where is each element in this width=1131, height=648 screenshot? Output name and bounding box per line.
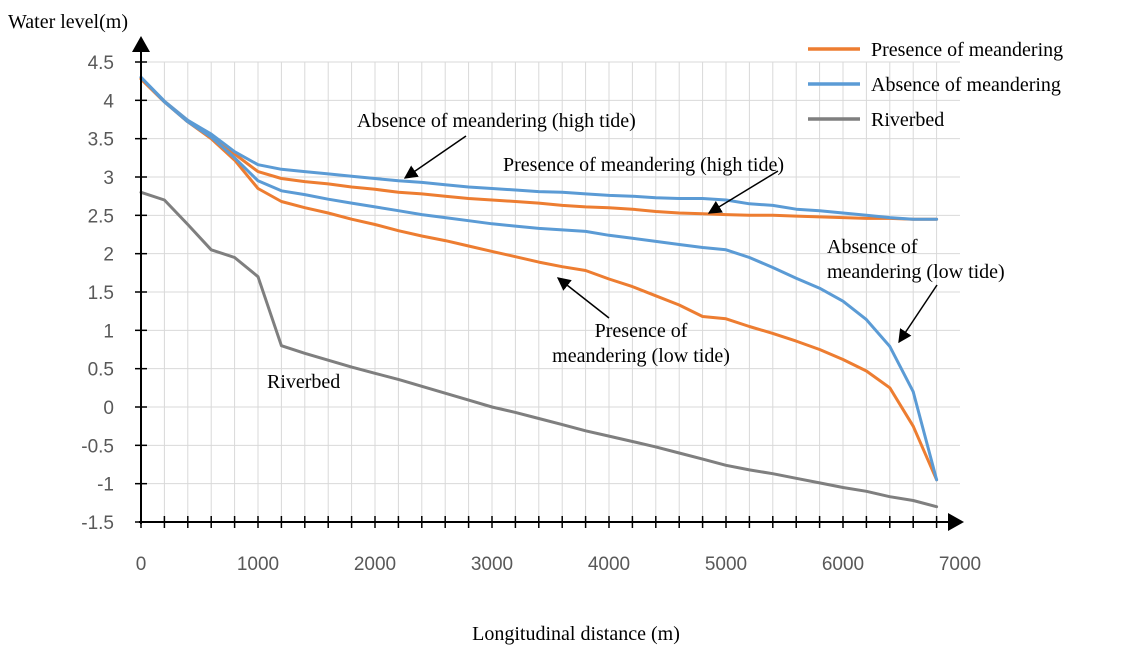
grid xyxy=(141,61,960,522)
y-tick-label: -0.5 xyxy=(81,436,114,457)
ann-absence-high-arrow xyxy=(403,135,467,179)
series-line-1 xyxy=(139,75,939,221)
ann-absence-low-line: Absence of xyxy=(827,236,918,258)
x-axis-title: Longitudinal distance (m) xyxy=(472,623,680,645)
ann-presence-low-text: Presence of meandering (low tide) xyxy=(552,320,730,367)
series-line-2 xyxy=(139,77,939,482)
ann-absence-low-text: Absence of meandering (low tide) xyxy=(827,236,1005,283)
x-tick-label: 5000 xyxy=(705,554,747,575)
ann-presence-low-line: Presence of xyxy=(595,320,688,342)
y-tick-label: 0.5 xyxy=(88,360,114,381)
y-tick-label: 3.5 xyxy=(88,130,114,151)
ann-absence-low-arrow xyxy=(898,284,938,344)
axes xyxy=(132,36,964,531)
series-lines xyxy=(139,75,939,509)
y-axis-arrow xyxy=(132,36,150,52)
ann-presence-high-text: Presence of meandering (high tide) xyxy=(503,154,784,176)
ann-absence-high-text: Absence of meandering (high tide) xyxy=(357,110,636,132)
tick-labels: 0 1000 2000 3000 4000 5000 6000 7000 -1.5 -1 -0.5 0… xyxy=(81,53,981,575)
annotations: Absence of meandering (high tide) Presenc… xyxy=(267,110,1005,393)
y-tick-label: 3 xyxy=(103,168,114,189)
y-tick-label: 4.5 xyxy=(88,53,114,74)
ann-absence-high-line: Absence of meandering (high tide) xyxy=(357,110,636,132)
y-tick-label: 0 xyxy=(103,398,114,419)
y-tick-label: -1.5 xyxy=(81,513,114,534)
series-line-0 xyxy=(139,77,939,221)
legend: Presence of meandering Absence of meande… xyxy=(808,39,1063,131)
x-axis-arrow xyxy=(948,513,964,531)
legend-label-presence: Presence of meandering xyxy=(871,39,1063,61)
x-tick-label: 4000 xyxy=(588,554,630,575)
ann-presence-low-line: meandering (low tide) xyxy=(552,345,730,367)
ann-presence-low-arrow xyxy=(556,277,610,319)
x-tick-label: 7000 xyxy=(939,554,981,575)
ann-presence-high-line: Presence of meandering (high tide) xyxy=(503,154,784,176)
x-tick-label: 0 xyxy=(136,554,147,575)
y-tick-label: 1 xyxy=(103,321,114,342)
legend-label-absence: Absence of meandering xyxy=(871,74,1061,96)
ann-absence-low-line: meandering (low tide) xyxy=(827,261,1005,283)
y-axis-title: Water level(m) xyxy=(8,11,128,33)
series-line-4 xyxy=(139,190,939,509)
legend-label-riverbed: Riverbed xyxy=(871,109,944,131)
x-tick-label: 3000 xyxy=(471,554,513,575)
x-tick-label: 6000 xyxy=(822,554,864,575)
y-tick-label: 4 xyxy=(103,91,114,112)
ann-riverbed-text: Riverbed xyxy=(267,371,340,393)
x-tick-label: 1000 xyxy=(237,554,279,575)
y-tick-label: 1.5 xyxy=(88,283,114,304)
ann-presence-high-arrow xyxy=(707,170,779,214)
y-tick-label: -1 xyxy=(97,475,114,496)
y-tick-label: 2.5 xyxy=(88,206,114,227)
y-tick-label: 2 xyxy=(103,245,114,266)
ann-riverbed-line: Riverbed xyxy=(267,371,340,393)
series-line-3 xyxy=(139,75,939,482)
x-tick-label: 2000 xyxy=(354,554,396,575)
